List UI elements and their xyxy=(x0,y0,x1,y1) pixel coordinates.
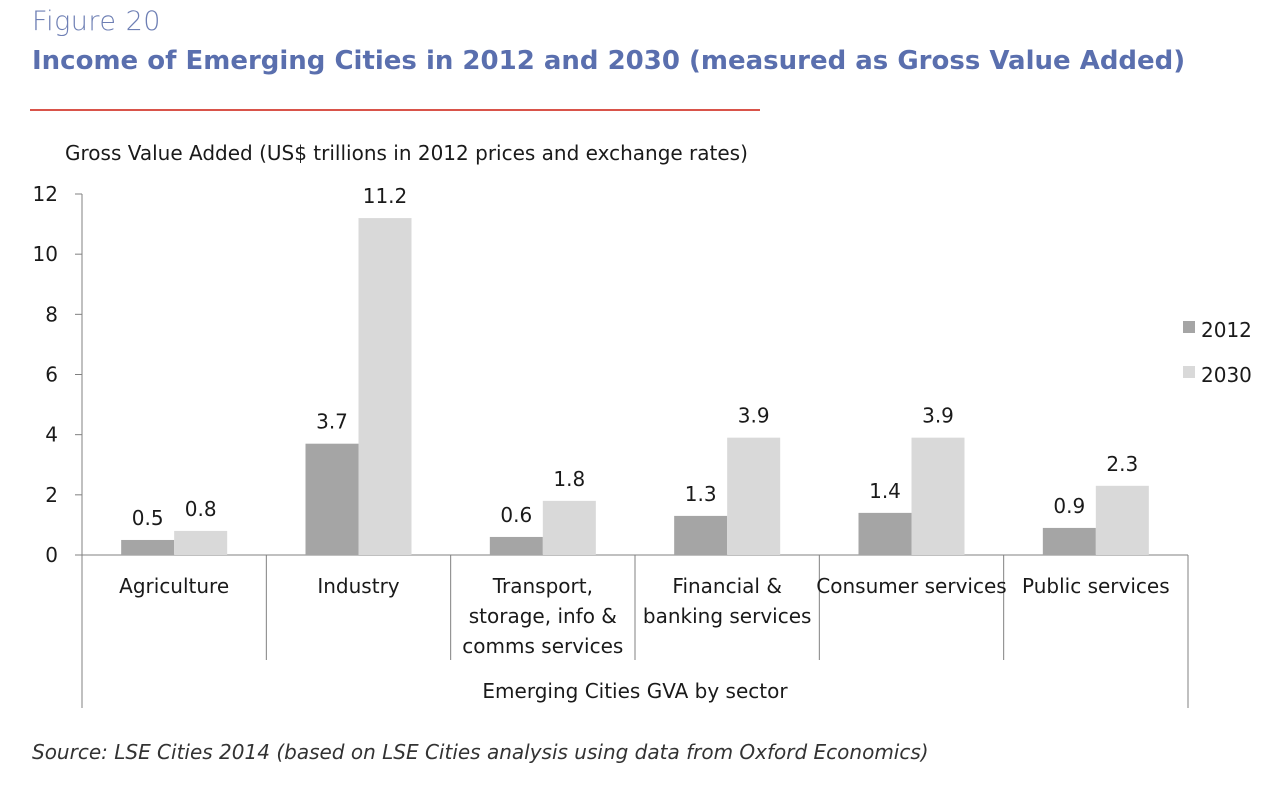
x-tick-label: banking services xyxy=(643,604,812,628)
bar-2012-5 xyxy=(1042,527,1096,555)
data-label: 0.6 xyxy=(500,503,532,527)
legend-label: 2030 xyxy=(1201,363,1252,387)
x-tick-label: Transport, xyxy=(492,574,593,598)
x-tick-label: Public services xyxy=(1022,574,1170,598)
data-label: 2.3 xyxy=(1106,452,1138,476)
bar-2012-1 xyxy=(305,443,359,555)
bar-2030-3 xyxy=(727,437,781,555)
bar-2030-5 xyxy=(1095,485,1149,555)
y-tick-label: 6 xyxy=(45,363,58,387)
figure-title: Income of Emerging Cities in 2012 and 20… xyxy=(32,46,1186,76)
data-label: 3.9 xyxy=(738,404,770,428)
bar-2030-0 xyxy=(174,530,228,555)
y-tick-label: 8 xyxy=(45,302,58,326)
data-label: 1.4 xyxy=(869,479,901,503)
bar-2012-3 xyxy=(674,515,728,555)
chart-labels: 0.5 3.7 0.6 1.3 1.4 0.9 0.8 11.2 1.8 3.9 3.9 2.3 Agr… xyxy=(119,184,1169,658)
x-tick-label: comms services xyxy=(462,634,623,658)
data-label: 1.8 xyxy=(553,467,585,491)
source-note: Source: LSE Cities 2014 (based on LSE Ci… xyxy=(32,740,929,764)
data-label: 1.3 xyxy=(685,482,717,506)
bar-2012-4 xyxy=(858,512,912,555)
chart-bars xyxy=(121,218,1149,556)
y-tick-label: 4 xyxy=(45,423,58,447)
legend-label: 2012 xyxy=(1201,318,1252,342)
x-tick-label: Industry xyxy=(317,574,399,598)
data-label: 0.5 xyxy=(132,506,164,530)
data-label: 0.9 xyxy=(1053,494,1085,518)
bar-2030-1 xyxy=(358,218,412,556)
y-axis-title: Gross Value Added (US$ trillions in 2012… xyxy=(65,141,748,165)
y-tick-label: 0 xyxy=(45,543,58,567)
x-tick-label: Financial & xyxy=(672,574,782,598)
data-label: 3.9 xyxy=(922,404,954,428)
figure-label: Figure 20 xyxy=(32,6,161,37)
bar-2030-2 xyxy=(542,500,596,555)
bar-2012-2 xyxy=(489,536,543,555)
data-label: 0.8 xyxy=(185,497,217,521)
legend-swatch-2030 xyxy=(1183,366,1195,378)
y-tick-label: 2 xyxy=(45,483,58,507)
chart-axes: 0 2 4 6 8 10 12 xyxy=(33,182,1189,708)
data-label: 3.7 xyxy=(316,410,348,434)
bar-2012-0 xyxy=(121,539,175,555)
data-label: 11.2 xyxy=(363,184,408,208)
x-axis-title: Emerging Cities GVA by sector xyxy=(482,679,788,703)
bar-2030-4 xyxy=(911,437,965,555)
x-tick-label: Agriculture xyxy=(119,574,229,598)
y-tick-label: 12 xyxy=(33,182,58,206)
y-tick-label: 10 xyxy=(33,242,58,266)
x-tick-label: storage, info & xyxy=(469,604,617,628)
legend-swatch-2012 xyxy=(1183,321,1195,333)
chart-legend: 2012 2030 xyxy=(1183,318,1252,387)
x-tick-label: Consumer services xyxy=(816,574,1006,598)
title-divider xyxy=(30,109,760,111)
